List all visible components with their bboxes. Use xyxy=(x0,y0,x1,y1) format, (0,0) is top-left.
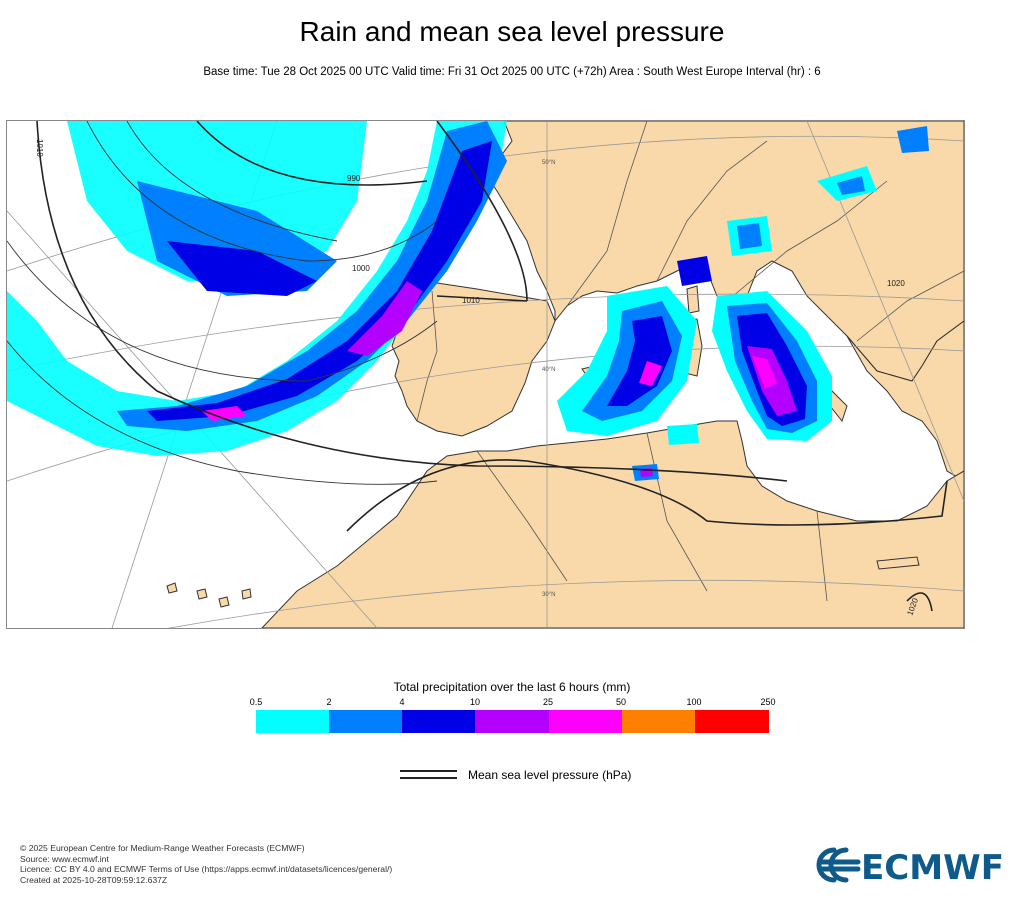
precip-color-scale xyxy=(256,710,769,733)
isobar-label: 1010 xyxy=(462,296,480,305)
isobar-1020-se xyxy=(906,592,933,612)
isobar-label: 1020 xyxy=(887,279,905,288)
border-lines xyxy=(416,121,964,602)
isobar-1020 xyxy=(346,459,948,532)
isobar-990 xyxy=(196,121,428,186)
footer-copyright: © 2025 European Centre for Medium-Range … xyxy=(20,843,305,853)
crete xyxy=(876,556,920,570)
latitude-label: 50°N xyxy=(542,160,555,166)
precip-band-darkblue xyxy=(147,141,492,421)
legend-tick: 25 xyxy=(542,697,554,707)
precipitation-layer xyxy=(7,121,929,481)
legend-swatch xyxy=(621,710,696,733)
canary-islands xyxy=(166,582,252,608)
precip-band-purple xyxy=(347,281,422,356)
isobar-label: 1010 xyxy=(35,139,44,157)
map-svg: 1010 990 1000 1010 1020 1020 50°N 40°N 3… xyxy=(7,121,964,628)
precip-legend-title: Total precipitation over the last 6 hour… xyxy=(393,680,631,694)
legend-swatch xyxy=(402,710,477,733)
legend-swatch xyxy=(256,710,330,733)
isobars-thin xyxy=(7,121,438,485)
isobar-1010-east xyxy=(436,121,528,302)
precip-cell-balkans-blue xyxy=(837,176,865,195)
precip-cell-ne xyxy=(897,126,929,153)
isobars xyxy=(36,121,948,612)
footer-source: Source: www.ecmwf.int xyxy=(20,853,109,864)
precip-cell-tunisia xyxy=(667,424,699,445)
footer-licence: Licence: CC BY 4.0 and ECMWF Terms of Us… xyxy=(20,864,393,875)
precip-north-darkblue xyxy=(167,241,317,296)
pressure-legend-line xyxy=(400,770,457,772)
precip-cell-alps-blue xyxy=(737,223,762,249)
pressure-legend-label: Mean sea level pressure (hPa) xyxy=(468,768,632,782)
chart-subtitle: Base time: Tue 28 Oct 2025 00 UTC Valid … xyxy=(203,66,821,78)
ecmwf-logo-svg: ECMWF xyxy=(816,847,1004,888)
corsica xyxy=(686,285,700,314)
north-africa-landmass xyxy=(261,420,964,628)
chart-title: Rain and mean sea level pressure xyxy=(299,16,725,47)
ecmwf-logo-text: ECMWF xyxy=(861,848,1004,884)
footer-created: Created at 2025-10-28T09:59:12.637Z xyxy=(20,874,168,885)
map-panel: 1010 990 1000 1010 1020 1020 50°N 40°N 3… xyxy=(6,120,965,629)
legend-tick: 250 xyxy=(760,697,776,707)
isobar-1010-west xyxy=(36,121,788,482)
legend-tick: 50 xyxy=(615,697,627,707)
legend-tick: 10 xyxy=(469,697,481,707)
legend-tick: 4 xyxy=(399,697,405,707)
legend-swatch xyxy=(694,710,769,733)
legend-tick: 0.5 xyxy=(249,697,263,707)
isobar-1010-center xyxy=(436,295,528,302)
latitude-label: 40°N xyxy=(542,367,555,373)
precip-band-magenta xyxy=(202,406,247,421)
latitude-label: 30°N xyxy=(542,592,555,598)
latitude-label-group: 50°N 40°N 30°N xyxy=(542,160,555,598)
ecmwf-emblem-icon xyxy=(816,847,861,883)
precip-med-darkblue xyxy=(607,316,672,406)
pressure-legend-line xyxy=(400,777,457,779)
legend-tick: 2 xyxy=(326,697,332,707)
footer-credits: © 2025 European Centre for Medium-Range … xyxy=(20,843,392,885)
ecmwf-logo: ECMWF xyxy=(812,846,1008,888)
precip-cell-ligurian xyxy=(677,256,712,286)
legend-swatch xyxy=(548,710,623,733)
legend-swatch xyxy=(475,710,550,733)
precip-italy-magenta xyxy=(752,356,777,389)
precip-med-magenta xyxy=(639,361,662,386)
isobar-label: 1000 xyxy=(352,264,370,273)
isobar-label: 990 xyxy=(347,174,361,183)
legend-tick: 100 xyxy=(686,697,702,707)
legend-swatch xyxy=(329,710,404,733)
